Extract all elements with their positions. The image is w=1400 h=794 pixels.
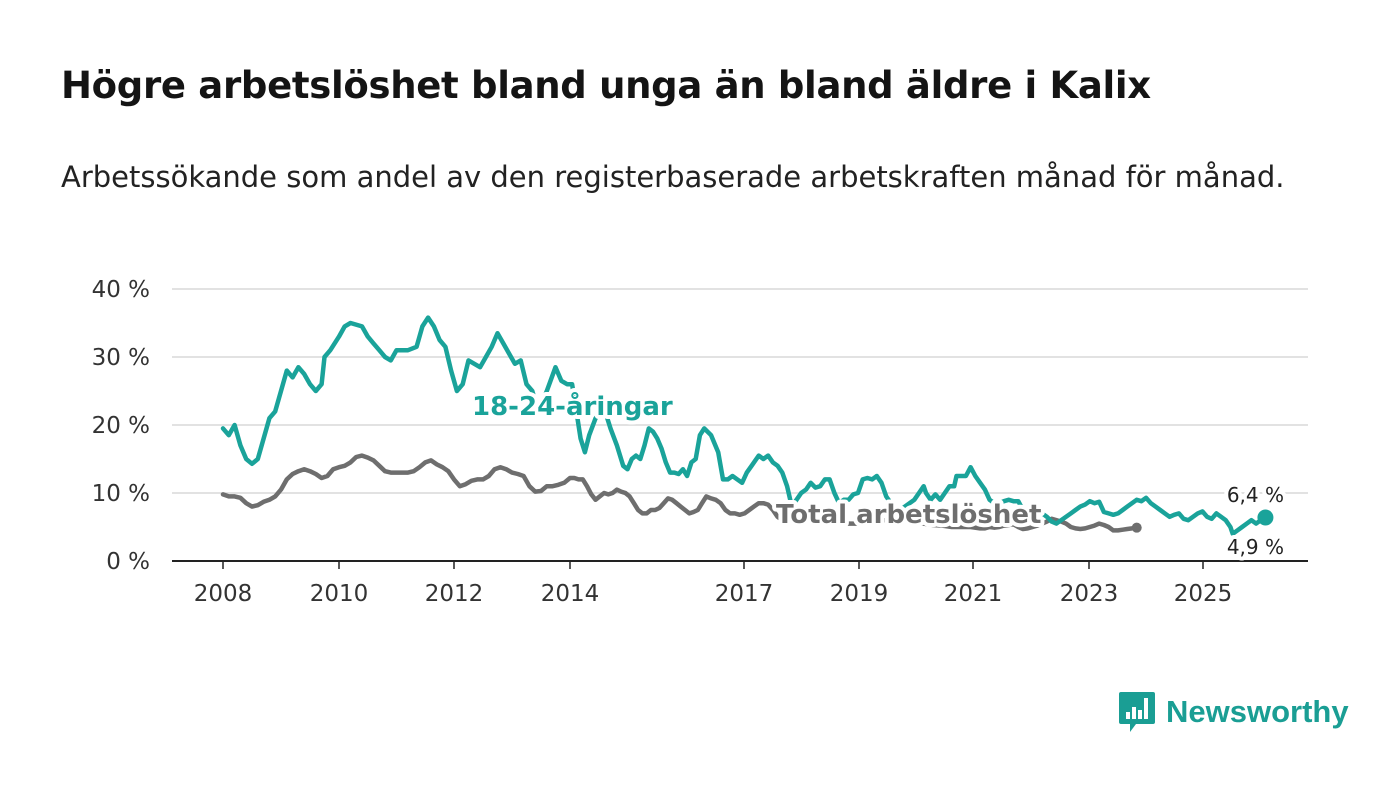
series-lines — [220, 315, 1274, 537]
x-tick-label: 2019 — [830, 581, 889, 607]
x-tick-label: 2023 — [1060, 581, 1119, 607]
x-tick-label: 2025 — [1174, 581, 1233, 607]
x-tick-label: 2010 — [310, 581, 369, 607]
brand-logo[interactable]: Newsworthy — [1118, 690, 1349, 734]
y-axis-tick-labels: 0 % 10 % 20 % 30 % 40 % — [92, 277, 150, 575]
x-tick-label: 2008 — [194, 581, 253, 607]
bar-chart-speech-bubble-icon — [1119, 692, 1155, 732]
end-label-youth: 6,4 % — [1227, 483, 1284, 507]
gridlines — [172, 288, 1308, 494]
series-label-youth-halo: 18-24-åringar — [472, 390, 673, 422]
end-point-total — [1131, 522, 1142, 533]
chart-subtitle: Arbetssökande som andel av den registerb… — [61, 160, 1285, 194]
series-line-youth — [220, 315, 1268, 537]
end-point-youth — [1257, 509, 1274, 526]
y-tick-label: 0 % — [106, 549, 150, 575]
y-tick-label: 10 % — [92, 481, 150, 507]
brand-name: Newsworthy — [1166, 694, 1349, 729]
y-tick-label: 40 % — [92, 277, 150, 303]
x-tick-label: 2012 — [425, 581, 484, 607]
series-label-total-halo: Total arbetslöshet — [776, 500, 1041, 530]
end-label-total-halo: 4,9 % — [1227, 535, 1284, 559]
y-tick-label: 30 % — [92, 345, 150, 371]
x-tick-label: 2021 — [944, 581, 1003, 607]
x-axis: 2008 2010 2012 2014 2017 2019 2021 2023 2025 — [172, 560, 1308, 607]
series-line-total — [220, 453, 1139, 533]
series-label-youth: 18-24-åringar — [472, 390, 673, 422]
chart-title: Högre arbetslöshet bland unga än bland ä… — [61, 64, 1151, 107]
x-tick-label: 2014 — [541, 581, 600, 607]
end-label-youth-halo: 6,4 % — [1227, 483, 1284, 507]
y-tick-label: 20 % — [92, 413, 150, 439]
x-tick-label: 2017 — [715, 581, 774, 607]
end-label-total: 4,9 % — [1227, 535, 1284, 559]
series-label-total: Total arbetslöshet — [776, 500, 1041, 530]
